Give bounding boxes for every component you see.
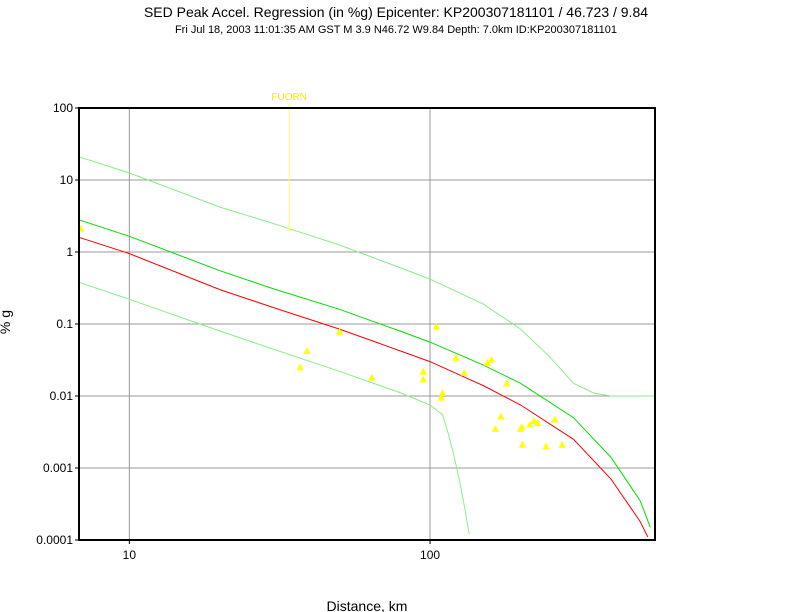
y-tick-label: 10 xyxy=(60,173,74,187)
station-point xyxy=(530,416,538,424)
annotation-label: FUORN xyxy=(271,92,307,103)
station-point xyxy=(419,367,427,375)
y-tick-label: 100 xyxy=(53,101,73,115)
regression-line-3 xyxy=(78,156,655,397)
y-tick-label: 0.0001 xyxy=(36,533,73,547)
y-tick-label: 0.1 xyxy=(56,317,73,331)
station-point xyxy=(487,355,496,363)
station-point xyxy=(526,420,534,428)
station-point xyxy=(460,368,468,376)
station-point xyxy=(518,423,526,431)
station-point xyxy=(497,412,505,420)
station-point xyxy=(437,393,445,401)
station-point xyxy=(432,322,441,330)
x-axis-label: Distance, km xyxy=(327,598,408,612)
station-point xyxy=(368,373,376,381)
station-point xyxy=(491,424,500,432)
station-point xyxy=(518,440,527,448)
station-annotation: FUORN xyxy=(271,92,307,231)
x-axis-ticks: 10 100 xyxy=(123,540,440,562)
station-point xyxy=(558,440,566,448)
regression-curves xyxy=(78,156,655,538)
grid-lines xyxy=(79,108,655,540)
chart-title: SED Peak Accel. Regression (in %g) Epice… xyxy=(143,4,649,20)
regression-line-1 xyxy=(78,236,649,538)
y-tick-label: 0.001 xyxy=(43,461,73,475)
station-point xyxy=(483,358,491,366)
station-point xyxy=(335,327,344,335)
station-point xyxy=(452,353,460,361)
regression-line-2 xyxy=(78,219,651,528)
station-point xyxy=(419,375,427,383)
y-tick-label: 1 xyxy=(66,245,73,259)
station-point xyxy=(296,363,304,371)
station-point xyxy=(438,389,447,397)
y-axis-ticks: 100 10 1 0.1 0.01 0.001 0.0001 xyxy=(36,101,79,547)
x-tick-label: 10 xyxy=(123,548,137,562)
station-points xyxy=(77,224,566,450)
chart-subtitle: Fri Jul 18, 2003 11:01:35 AM GST M 3.9 N… xyxy=(174,24,618,36)
station-point xyxy=(551,415,559,423)
y-tick-label: 0.01 xyxy=(50,389,74,403)
regression-line-4 xyxy=(78,281,470,535)
y-axis-label: % g xyxy=(0,310,13,334)
station-point xyxy=(503,379,511,387)
station-point xyxy=(534,419,542,427)
station-point xyxy=(303,347,311,355)
station-point xyxy=(542,442,550,450)
x-tick-label: 100 xyxy=(420,548,440,562)
